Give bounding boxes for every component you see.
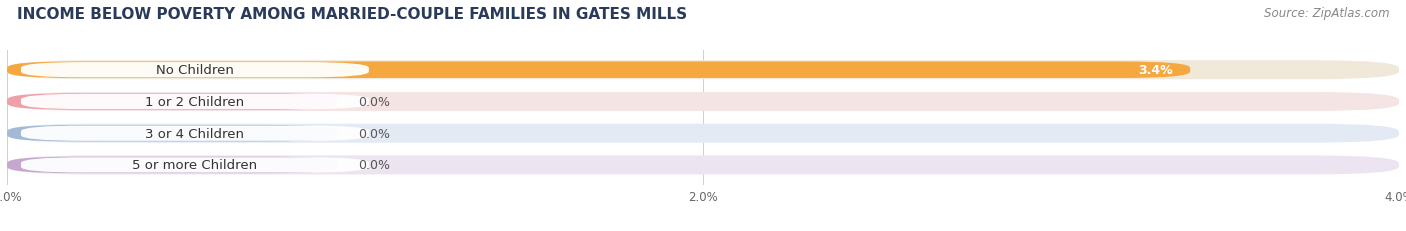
Text: No Children: No Children (156, 64, 233, 77)
Text: 0.0%: 0.0% (359, 96, 391, 109)
Text: Source: ZipAtlas.com: Source: ZipAtlas.com (1264, 7, 1389, 20)
Text: INCOME BELOW POVERTY AMONG MARRIED-COUPLE FAMILIES IN GATES MILLS: INCOME BELOW POVERTY AMONG MARRIED-COUPL… (17, 7, 688, 22)
Text: 3.4%: 3.4% (1137, 64, 1173, 77)
Text: 3 or 4 Children: 3 or 4 Children (145, 127, 245, 140)
FancyBboxPatch shape (7, 62, 1191, 79)
FancyBboxPatch shape (7, 125, 337, 142)
FancyBboxPatch shape (21, 63, 368, 78)
FancyBboxPatch shape (7, 94, 337, 110)
FancyBboxPatch shape (7, 61, 1399, 80)
FancyBboxPatch shape (7, 124, 1399, 143)
Text: 0.0%: 0.0% (359, 159, 391, 172)
FancyBboxPatch shape (7, 157, 337, 173)
FancyBboxPatch shape (7, 93, 1399, 112)
FancyBboxPatch shape (7, 156, 1399, 175)
Text: 0.0%: 0.0% (359, 127, 391, 140)
FancyBboxPatch shape (21, 158, 368, 173)
Text: 5 or more Children: 5 or more Children (132, 159, 257, 172)
Text: 1 or 2 Children: 1 or 2 Children (145, 96, 245, 109)
FancyBboxPatch shape (21, 126, 368, 141)
FancyBboxPatch shape (21, 94, 368, 109)
